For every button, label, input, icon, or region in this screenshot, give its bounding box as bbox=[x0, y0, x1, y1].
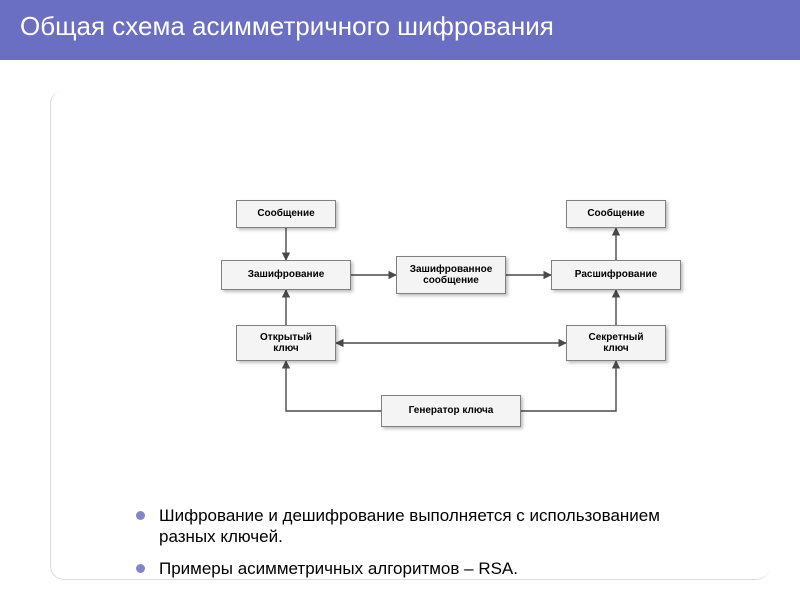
diagram-edge bbox=[286, 361, 381, 411]
diagram-node-encrypt: Зашифрование bbox=[221, 260, 351, 290]
diagram-node-pubkey: Открытый ключ bbox=[236, 325, 336, 361]
bullet-item: Примеры асимметричных алгоритмов – RSA. bbox=[136, 558, 720, 579]
diagram-canvas: Сообщение Сообщение Зашифрование Зашифрован… bbox=[181, 200, 721, 470]
diagram-node-cipher: Зашифрованное сообщение bbox=[396, 256, 506, 294]
slide-title: Общая схема асимметричного шифрования bbox=[0, 0, 800, 60]
diagram-edge bbox=[521, 361, 616, 411]
slide-body: Сообщение Сообщение Зашифрование Зашифрован… bbox=[50, 90, 770, 580]
diagram-node-keygen: Генератор ключа bbox=[381, 395, 521, 427]
diagram-node-msg_in: Сообщение bbox=[236, 200, 336, 228]
diagram-node-privkey: Секретный ключ bbox=[566, 325, 666, 361]
bullet-text: Шифрование и дешифрование выполняется с … bbox=[159, 505, 720, 548]
bullet-item: Шифрование и дешифрование выполняется с … bbox=[136, 505, 720, 548]
diagram-node-msg_out: Сообщение bbox=[566, 200, 666, 228]
bullet-list: Шифрование и дешифрование выполняется с … bbox=[136, 505, 720, 589]
bullet-dot-icon bbox=[136, 564, 145, 573]
bullet-text: Примеры асимметричных алгоритмов – RSA. bbox=[159, 558, 518, 579]
bullet-dot-icon bbox=[136, 511, 145, 520]
diagram-node-decrypt: Расшифрование bbox=[551, 260, 681, 290]
